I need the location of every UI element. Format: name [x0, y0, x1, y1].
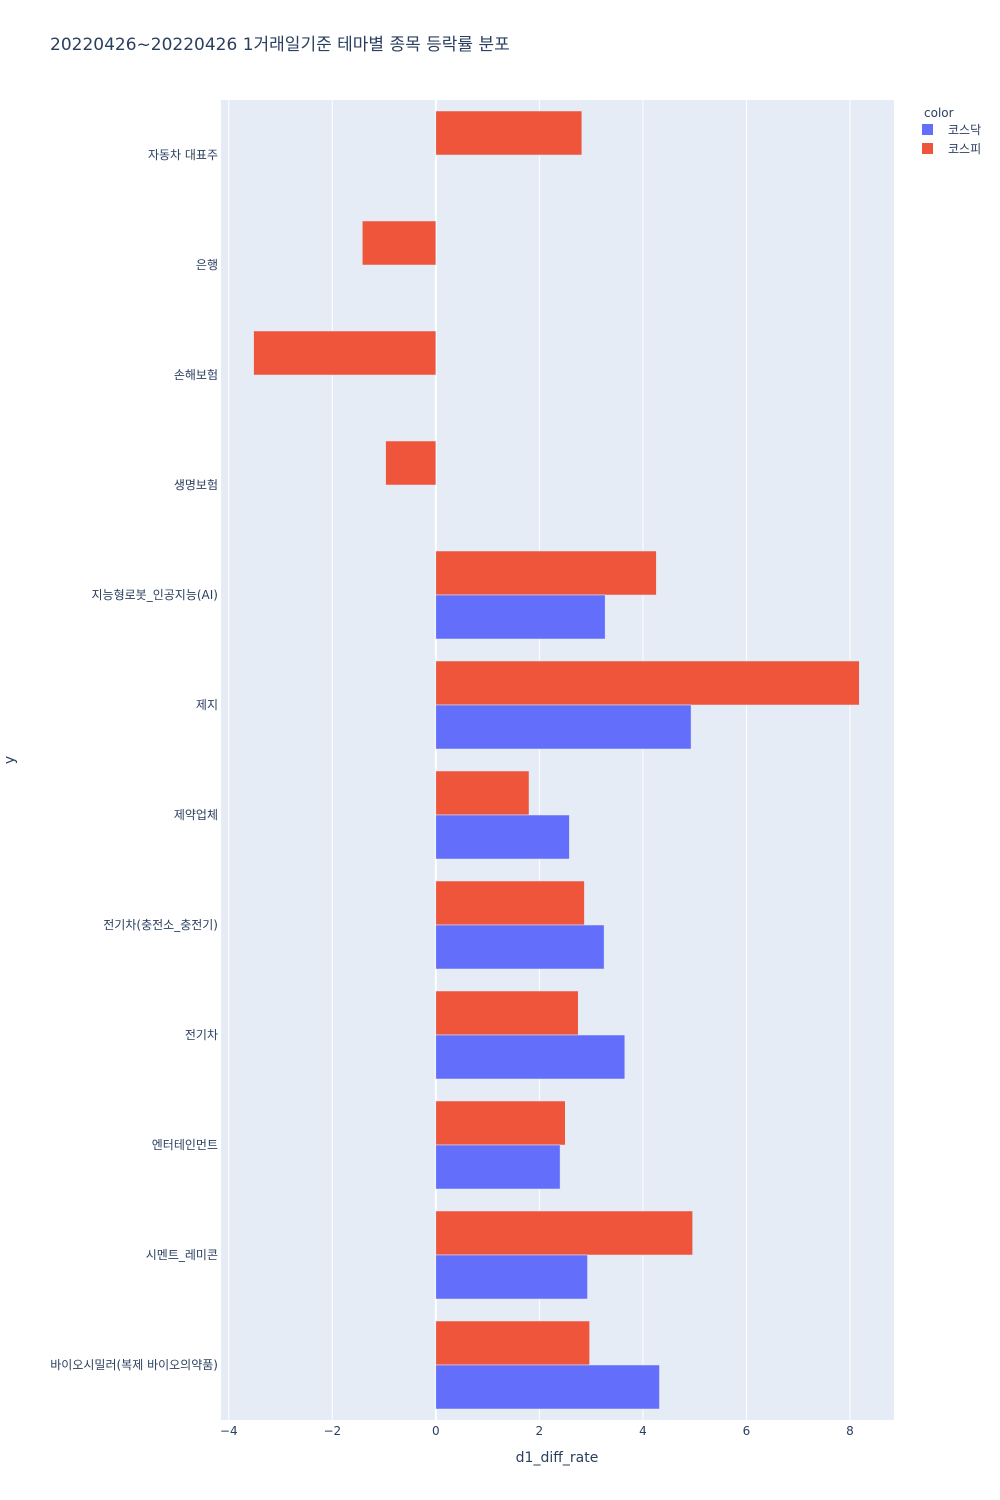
x-tick-label: 2: [536, 1424, 544, 1438]
bar-kospi: [435, 550, 657, 596]
y-tick-label: 지능형로봇_인공지능(AI): [92, 588, 218, 602]
y-tick-label: 시멘트_레미콘: [146, 1248, 218, 1262]
legend-swatch: [922, 143, 933, 154]
x-tick-label: 0: [432, 1424, 440, 1438]
bar-kospi: [435, 1210, 693, 1256]
bar-kospi: [435, 770, 530, 816]
bar-kosdaq: [435, 594, 606, 640]
legend-label[interactable]: 코스피: [948, 142, 981, 156]
y-tick-label: 자동차 대표주: [148, 148, 218, 162]
bar-kosdaq: [435, 924, 605, 970]
y-tick-label: 손해보험: [174, 368, 218, 382]
y-tick-label: 전기차(충전소_충전기): [103, 918, 218, 932]
bar-kosdaq: [435, 1254, 588, 1300]
bar-kosdaq: [435, 1364, 660, 1410]
y-tick-label: 엔터테인먼트: [152, 1138, 218, 1152]
bars: [253, 110, 860, 1410]
bar-kosdaq: [435, 1034, 626, 1080]
x-axis-ticks: −4 −2 0 2 4 6 8: [220, 1424, 854, 1438]
y-tick-label: 바이오시밀러(복제 바이오의약품): [50, 1357, 218, 1372]
x-tick-label: −2: [323, 1424, 341, 1438]
legend-label[interactable]: 코스닥: [948, 123, 981, 137]
bar-kospi: [385, 440, 437, 486]
plot-area: [221, 100, 894, 1420]
x-tick-label: −4: [220, 1424, 238, 1438]
bar-kospi: [435, 1320, 590, 1366]
bar-kospi: [435, 1100, 566, 1146]
bar-kosdaq: [435, 814, 570, 860]
y-axis-label: y: [2, 756, 18, 764]
y-tick-label: 전기차: [185, 1028, 218, 1042]
y-tick-label: 제약업체: [174, 807, 218, 822]
gridlines: [228, 100, 851, 1420]
legend-swatch: [922, 124, 933, 135]
x-tick-label: 6: [743, 1424, 751, 1438]
x-tick-label: 4: [639, 1424, 647, 1438]
x-tick-label: 8: [846, 1424, 854, 1438]
bar-kospi: [253, 330, 437, 376]
y-tick-label: 제지: [196, 698, 218, 712]
x-axis-label: d1_diff_rate: [516, 1450, 599, 1466]
bar-kosdaq: [435, 1144, 561, 1190]
bar-kosdaq: [435, 704, 692, 750]
bar-kospi: [435, 880, 585, 926]
bar-kospi: [435, 990, 579, 1036]
bar-kospi: [435, 110, 583, 156]
y-tick-label: 생명보험: [174, 478, 218, 492]
legend-title: color: [924, 106, 954, 120]
y-tick-label: 은행: [196, 257, 218, 272]
chart-title: 20220426~20220426 1거래일기준 테마별 종목 등락률 분포: [50, 35, 510, 55]
bar-kospi: [362, 220, 437, 266]
bar-kospi: [435, 660, 860, 706]
